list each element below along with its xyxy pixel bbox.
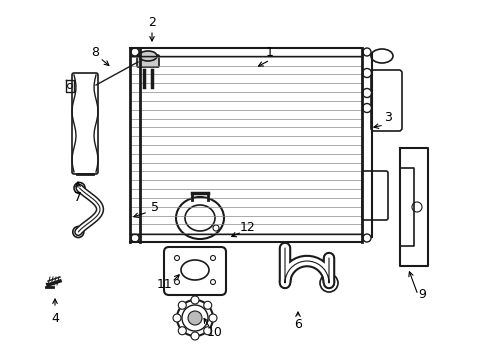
Circle shape: [131, 234, 139, 242]
Ellipse shape: [139, 51, 157, 61]
Text: 3: 3: [383, 112, 391, 125]
Circle shape: [191, 332, 199, 340]
Circle shape: [213, 225, 219, 231]
Circle shape: [362, 89, 371, 98]
Circle shape: [362, 68, 371, 77]
FancyBboxPatch shape: [370, 70, 401, 131]
Circle shape: [191, 296, 199, 304]
Ellipse shape: [181, 260, 208, 280]
Circle shape: [319, 274, 337, 292]
Circle shape: [178, 327, 186, 335]
Circle shape: [362, 48, 370, 56]
Text: 4: 4: [51, 311, 59, 324]
Circle shape: [173, 314, 181, 322]
Circle shape: [174, 279, 179, 284]
Circle shape: [210, 256, 215, 261]
Circle shape: [73, 226, 83, 238]
Circle shape: [203, 301, 211, 309]
Circle shape: [411, 202, 421, 212]
Ellipse shape: [184, 205, 215, 231]
Text: 6: 6: [293, 319, 301, 332]
Text: 1: 1: [265, 45, 273, 58]
FancyBboxPatch shape: [361, 171, 387, 220]
Circle shape: [203, 327, 211, 335]
Circle shape: [187, 311, 202, 325]
Circle shape: [210, 279, 215, 284]
Text: 2: 2: [148, 15, 156, 28]
Text: 10: 10: [206, 325, 223, 338]
FancyBboxPatch shape: [72, 73, 98, 174]
Circle shape: [182, 305, 207, 331]
Ellipse shape: [370, 49, 392, 63]
Text: 11: 11: [157, 279, 173, 292]
Text: 7: 7: [74, 192, 82, 204]
FancyBboxPatch shape: [163, 247, 225, 295]
Circle shape: [208, 314, 217, 322]
Circle shape: [177, 300, 213, 336]
Circle shape: [178, 301, 186, 309]
Text: 12: 12: [240, 221, 255, 234]
Circle shape: [131, 48, 139, 56]
Circle shape: [362, 234, 370, 242]
Circle shape: [362, 104, 371, 112]
Polygon shape: [399, 168, 413, 246]
Text: 5: 5: [151, 202, 159, 215]
Text: 9: 9: [417, 288, 425, 301]
Circle shape: [174, 256, 179, 261]
Text: 8: 8: [91, 45, 99, 58]
FancyBboxPatch shape: [137, 55, 159, 67]
Circle shape: [74, 183, 85, 193]
Ellipse shape: [176, 197, 224, 239]
